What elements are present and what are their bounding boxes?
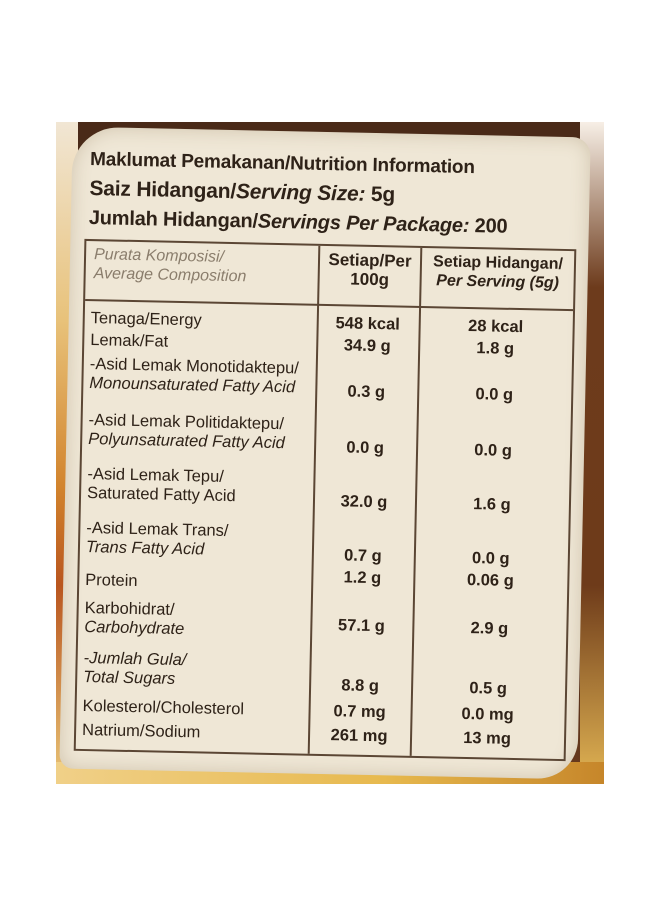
- perserving-value: 13 mg: [463, 728, 512, 748]
- servings-value: 200: [474, 215, 508, 238]
- column-header-perserving: Setiap Hidangan/ Per Serving (5g): [423, 252, 572, 293]
- servings-label-en: Servings Per Package:: [257, 210, 470, 237]
- perserving-value: 0.06 g: [466, 571, 514, 590]
- table-row: -Asid Lemak Tepu/ Saturated Fatty Acid 3…: [82, 465, 570, 514]
- nutrient-name-en: Monounsaturated Fatty Acid: [89, 374, 296, 397]
- label-title: Maklumat Pemakanan/Nutrition Information: [89, 149, 475, 179]
- perserving-value: 28 kcal: [467, 316, 524, 337]
- column-header-per100-line2: 100g: [350, 269, 390, 290]
- serving-size: Saiz Hidangan/Serving Size: 5g: [89, 177, 395, 207]
- per100-value: 0.0 g: [346, 438, 385, 458]
- table-row: Tenaga/Energy 548 kcal 28 kcal: [85, 309, 573, 336]
- table-row: -Asid Lemak Politidaktepu/ Polyunsaturat…: [83, 411, 571, 460]
- perserving-value: 1.6 g: [472, 495, 511, 514]
- per100-value: 548 kcal: [335, 314, 401, 334]
- nutrient-name: -Asid Lemak Tepu/ Saturated Fatty Acid: [87, 465, 236, 506]
- nutrient-name: Lemak/Fat: [90, 331, 169, 351]
- perserving-value: 0.0 g: [471, 549, 510, 568]
- nutrient-name-en: Trans Fatty Acid: [85, 538, 205, 559]
- nutrition-table: Purata Komposisi/ Average Composition Se…: [73, 238, 577, 762]
- per100-value: 0.7 mg: [333, 702, 386, 722]
- serving-size-label-en: Serving Size:: [235, 180, 366, 206]
- servings-per-package: Jumlah Hidangan/Servings Per Package: 20…: [89, 207, 508, 239]
- per100-value: 0.7 g: [343, 546, 382, 566]
- perserving-value: 1.8 g: [476, 339, 515, 358]
- column-header-composition: Purata Komposisi/ Average Composition: [94, 245, 315, 288]
- table-row: -Jumlah Gula/ Total Sugars 8.8 g 0.5 g: [78, 649, 566, 698]
- per100-value: 0.3 g: [347, 382, 386, 402]
- column-header-composition-en: Average Composition: [93, 265, 247, 286]
- nutrient-name-en: Total Sugars: [83, 667, 176, 688]
- per100-value: 1.2 g: [343, 568, 382, 588]
- nutrient-name: Karbohidrat/ Carbohydrate: [84, 599, 185, 639]
- per100-value: 32.0 g: [340, 492, 388, 512]
- column-header-perserving-line2: Per Serving (5g): [436, 272, 560, 292]
- nutrient-name: -Asid Lemak Monotidaktepu/ Monounsaturat…: [89, 355, 299, 397]
- nutrient-name-en: Polyunsaturated Fatty Acid: [88, 430, 285, 453]
- nutrition-label: Maklumat Pemakanan/Nutrition Information…: [59, 126, 591, 780]
- nutrient-name-en: Saturated Fatty Acid: [86, 484, 236, 506]
- nutrient-name: -Asid Lemak Trans/ Trans Fatty Acid: [86, 519, 229, 560]
- per100-value: 261 mg: [330, 726, 388, 746]
- nutrient-name: -Jumlah Gula/ Total Sugars: [83, 649, 186, 689]
- column-header-per100: Setiap/Per 100g: [321, 250, 418, 290]
- product-photo: Maklumat Pemakanan/Nutrition Information…: [56, 122, 604, 784]
- serving-size-value: 5g: [370, 182, 396, 207]
- perserving-value: 0.0 g: [474, 441, 513, 460]
- per100-value: 8.8 g: [341, 676, 380, 696]
- perserving-value: 0.5 g: [469, 679, 508, 698]
- perserving-value: 0.0 g: [475, 385, 514, 404]
- header-divider: [85, 298, 574, 312]
- nutrient-name: Tenaga/Energy: [90, 309, 202, 330]
- table-row: -Asid Lemak Trans/ Trans Fatty Acid 0.7 …: [81, 519, 569, 568]
- perserving-value: 0.0 mg: [461, 704, 514, 725]
- nutrient-name-ms: -Jumlah Gula/: [83, 648, 187, 670]
- nutrient-name: Protein: [85, 571, 138, 591]
- nutrient-name: Natrium/Sodium: [81, 720, 201, 742]
- nutrient-name: Kolesterol/Cholesterol: [82, 696, 245, 719]
- column-header-per100-line1: Setiap/Per: [328, 250, 412, 271]
- serving-size-label: Saiz Hidangan/: [89, 177, 237, 204]
- per100-value: 57.1 g: [337, 616, 385, 636]
- nutrient-name-en: Carbohydrate: [84, 617, 185, 639]
- per100-value: 34.9 g: [343, 336, 391, 356]
- table-row: Karbohidrat/ Carbohydrate 57.1 g 2.9 g: [79, 599, 567, 638]
- perserving-value: 2.9 g: [470, 619, 509, 638]
- servings-label: Jumlah Hidangan/: [88, 207, 259, 233]
- nutrient-name-ms: Karbohidrat/: [84, 599, 175, 619]
- nutrient-name: -Asid Lemak Politidaktepu/ Polyunsaturat…: [88, 411, 285, 453]
